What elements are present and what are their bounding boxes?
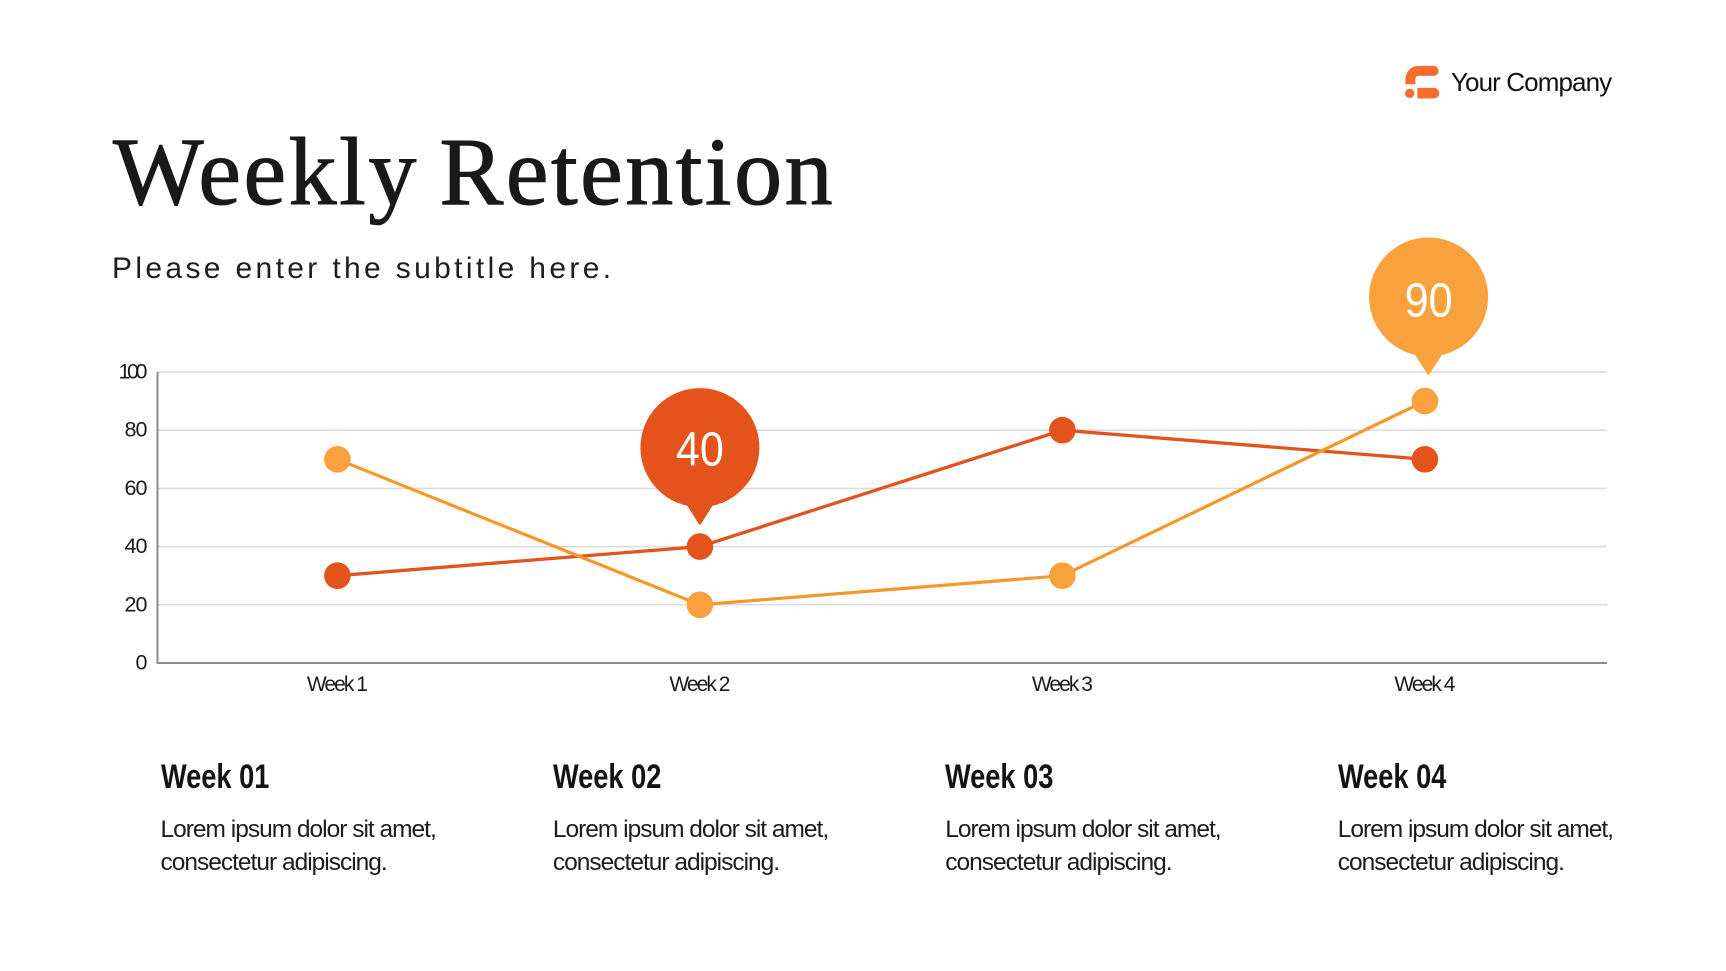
svg-text:Week 1: Week 1: [307, 673, 368, 696]
svg-text:0: 0: [136, 651, 148, 675]
svg-text:90: 90: [1405, 275, 1453, 328]
svg-text:20: 20: [125, 592, 148, 616]
svg-text:Week 3: Week 3: [1032, 673, 1093, 696]
svg-text:60: 60: [125, 476, 148, 500]
svg-text:Week 2: Week 2: [669, 673, 730, 696]
svg-text:80: 80: [125, 418, 148, 442]
svg-text:40: 40: [676, 424, 724, 477]
svg-text:40: 40: [125, 534, 148, 558]
svg-text:100: 100: [119, 360, 148, 384]
svg-text:Week 4: Week 4: [1394, 673, 1455, 696]
